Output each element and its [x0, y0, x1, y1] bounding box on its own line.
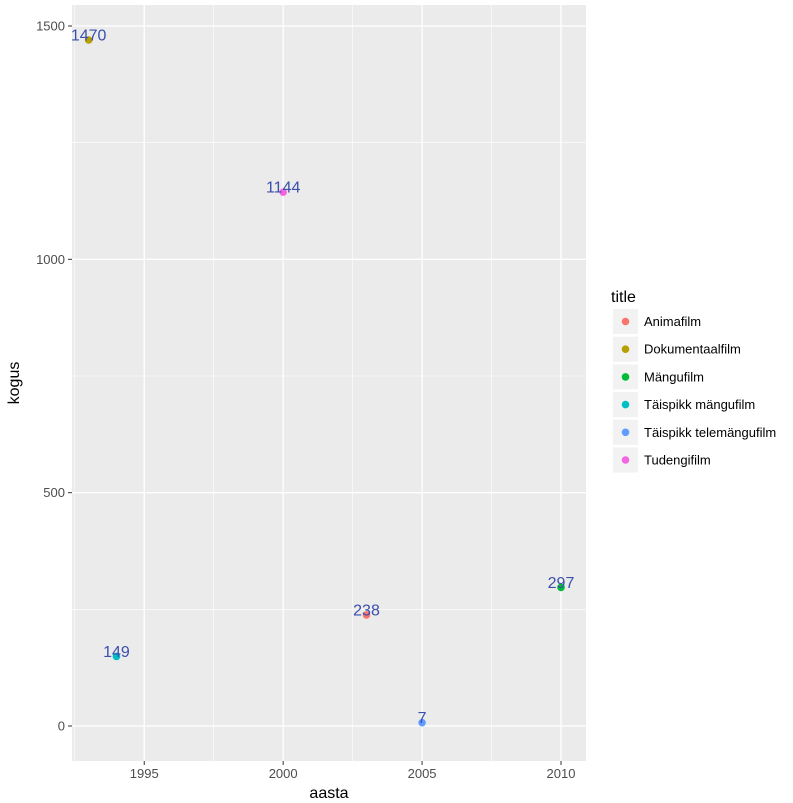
x-tick-labels: 1995 2000 2005 2010 — [130, 766, 576, 781]
legend-title: title — [611, 289, 636, 306]
legend-swatch — [621, 428, 630, 437]
data-label: 1144 — [266, 180, 301, 197]
legend-item: Tudengifilm — [613, 447, 711, 473]
grid-minor — [72, 5, 586, 761]
y-tick-label: 1500 — [36, 19, 65, 34]
data-point — [557, 583, 565, 592]
y-tick-labels: 0 500 1000 1500 — [36, 19, 65, 734]
data-point — [418, 718, 426, 727]
legend-label: Tudengifilm — [644, 453, 711, 468]
data-label: 7 — [418, 710, 427, 727]
plot-panel — [72, 5, 586, 761]
data-point — [362, 611, 371, 619]
data-label: 149 — [103, 644, 130, 661]
x-tick-label: 2010 — [547, 766, 576, 781]
data-label: 238 — [353, 602, 380, 619]
legend-swatch — [621, 317, 630, 326]
legend-item: Dokumentaalfilm — [613, 336, 741, 362]
legend-item: Animafilm — [613, 309, 701, 334]
y-axis-title: kogus — [6, 362, 23, 405]
legend-swatch — [621, 456, 630, 464]
x-tick-label: 1995 — [130, 766, 159, 781]
x-tick-label: 2005 — [408, 766, 437, 781]
legend-item: Mängufilm — [613, 364, 704, 390]
legend-swatch — [621, 373, 630, 381]
legend-label: Täispikk mängufilm — [644, 397, 755, 412]
y-tick-label: 0 — [58, 719, 65, 734]
legend-label: Animafilm — [644, 314, 701, 329]
y-tick-label: 1000 — [36, 252, 65, 267]
x-tick-label: 2000 — [269, 766, 298, 781]
data-point — [112, 652, 121, 661]
grid-major — [72, 5, 586, 761]
legend-item: Täispikk mängufilm — [613, 392, 755, 418]
legend-item: Täispikk telemängufilm — [613, 419, 776, 445]
axis-ticks — [68, 25, 562, 765]
legend-label: Mängufilm — [644, 369, 704, 384]
data-label: 297 — [548, 575, 575, 592]
legend: title Animafilm Dokumentaalfilm Mängufilm T… — [611, 289, 776, 473]
legend-label: Täispikk telemängufilm — [644, 425, 776, 440]
x-axis-title: aasta — [309, 785, 348, 802]
legend-label: Dokumentaalfilm — [644, 342, 741, 357]
y-tick-label: 500 — [43, 485, 65, 500]
data-point — [84, 36, 93, 44]
data-point — [279, 188, 287, 196]
legend-swatch — [621, 400, 630, 409]
data-label: 1470 — [71, 28, 107, 45]
data-labels: 1470 1144 297 238 149 7 — [71, 28, 575, 728]
legend-swatch — [621, 345, 630, 354]
data-points — [84, 36, 565, 727]
legend-items: Animafilm Dokumentaalfilm Mängufilm Täispik… — [613, 309, 776, 473]
